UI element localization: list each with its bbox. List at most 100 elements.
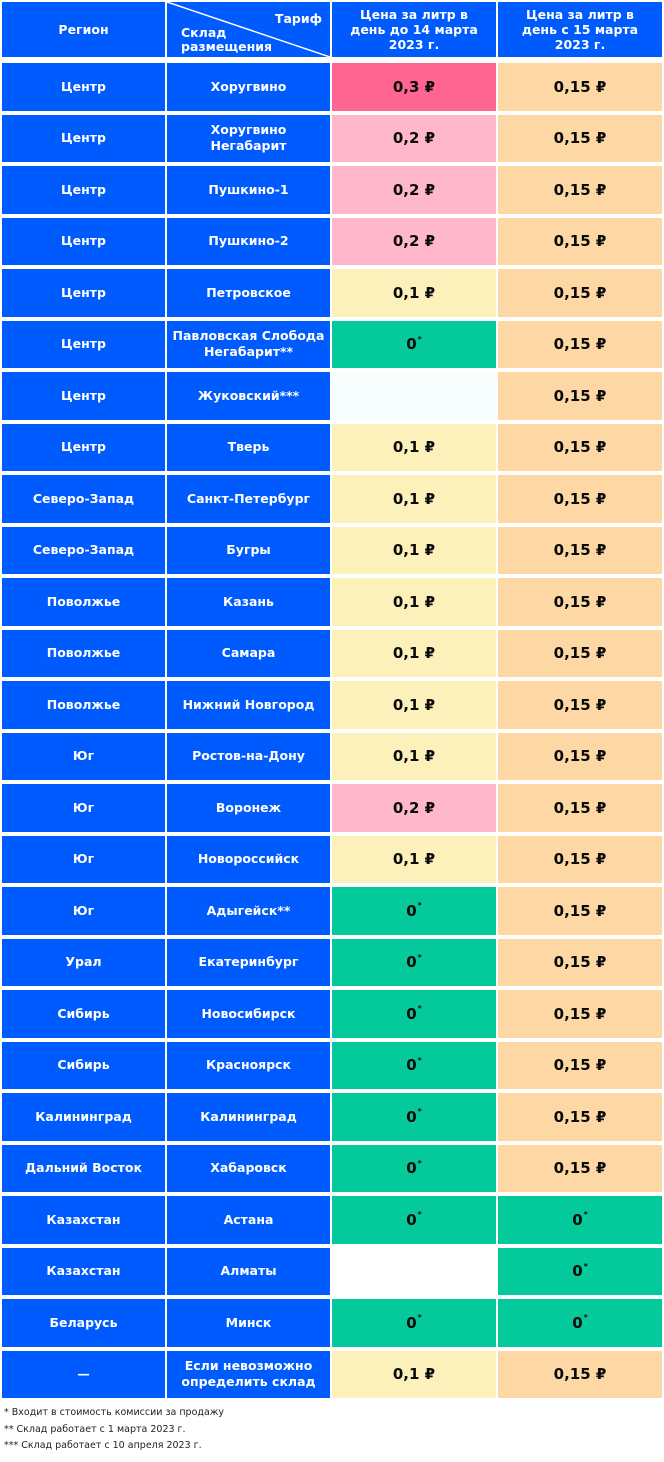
- region-cell-text: Центр: [61, 439, 106, 455]
- header-tariff-warehouse: Тариф Склад размещения: [167, 2, 330, 57]
- region-cell-text: Юг: [72, 902, 95, 918]
- price-before-cell-text: 0: [406, 1313, 417, 1332]
- price-before-cell: 0,1 ₽: [332, 423, 496, 471]
- warehouse-cell-text: Ростов-на-Дону: [192, 748, 305, 764]
- price-after-cell-text: 0,15 ₽: [553, 695, 607, 714]
- price-after-cell: 0,15 ₽: [498, 732, 662, 780]
- price-after-cell-footnote-mark: *: [583, 1313, 588, 1323]
- warehouse-cell: Новороссийск: [167, 835, 330, 883]
- price-after-cell-text: 0,15 ₽: [553, 850, 607, 869]
- price-after-cell: 0 *: [498, 1196, 662, 1244]
- price-after-cell: 0,15 ₽: [498, 835, 662, 883]
- price-after-cell: 0,15 ₽: [498, 217, 662, 265]
- price-before-cell-text: 0,1 ₽: [392, 747, 436, 766]
- region-cell: Юг: [2, 835, 165, 883]
- region-cell: Калининград: [2, 1093, 165, 1141]
- warehouse-cell: Новосибирск: [167, 990, 330, 1038]
- warehouse-cell: Казань: [167, 578, 330, 626]
- warehouse-cell: Жуковский***: [167, 372, 330, 420]
- price-after-cell-text: 0,15 ₽: [553, 283, 607, 302]
- price-before-cell: 0,2 ₽: [332, 114, 496, 162]
- price-after-cell: 0,15 ₽: [498, 629, 662, 677]
- region-cell-text: Юг: [72, 851, 95, 867]
- warehouse-cell: Нижний Новгород: [167, 681, 330, 729]
- price-before-cell-footnote-mark: *: [417, 1158, 422, 1168]
- warehouse-cell-text: Алматы: [220, 1263, 277, 1279]
- price-before-cell-text: 0,1 ₽: [392, 695, 436, 714]
- footnote-3: *** Склад работает с 10 апреля 2023 г.: [4, 1440, 202, 1451]
- price-after-cell: 0,15 ₽: [498, 1350, 662, 1398]
- warehouse-cell-text: Новороссийск: [197, 851, 300, 867]
- warehouse-cell-text: Хабаровск: [210, 1160, 287, 1176]
- warehouse-cell: Пушкино-2: [167, 217, 330, 265]
- region-cell: Центр: [2, 372, 165, 420]
- price-after-cell-text: 0,15 ₽: [553, 77, 607, 96]
- region-cell: Северо-Запад: [2, 475, 165, 523]
- warehouse-cell: Хоругвино Негабарит: [167, 114, 330, 162]
- region-cell-text: Центр: [61, 284, 106, 300]
- warehouse-cell-text: Калининград: [200, 1108, 297, 1124]
- warehouse-cell-text: Астана: [223, 1211, 274, 1227]
- price-before-cell: 0 *: [332, 320, 496, 368]
- region-cell-text: —: [77, 1366, 90, 1382]
- warehouse-cell-text: Новосибирск: [201, 1005, 296, 1021]
- price-before-cell-text: 0,1 ₽: [392, 438, 436, 457]
- region-cell-text: Дальний Восток: [25, 1160, 142, 1176]
- warehouse-cell: Если невозможно определить склад: [167, 1350, 330, 1398]
- price-before-cell-text: 0: [406, 1159, 417, 1178]
- price-after-cell: 0,15 ₽: [498, 887, 662, 935]
- region-cell-text: Казахстан: [46, 1211, 121, 1227]
- price-after-cell-text: 0,15 ₽: [553, 953, 607, 972]
- price-before-cell-text: 0,2 ₽: [392, 232, 436, 251]
- region-cell-text: Поволжье: [46, 696, 121, 712]
- price-after-cell-text: 0,15 ₽: [553, 644, 607, 663]
- region-cell: Поволжье: [2, 629, 165, 677]
- warehouse-cell-text: Жуковский***: [197, 387, 300, 403]
- price-after-cell: 0,15 ₽: [498, 1041, 662, 1089]
- warehouse-cell-text: Пушкино-1: [208, 181, 289, 197]
- warehouse-cell: Хоругвино: [167, 63, 330, 111]
- region-cell-text: Центр: [61, 130, 106, 146]
- price-after-cell: 0 *: [498, 1299, 662, 1347]
- price-before-cell: 0 *: [332, 887, 496, 935]
- price-before-cell-text: 0,1 ₽: [392, 541, 436, 560]
- price-before-cell: 0 *: [332, 1041, 496, 1089]
- price-after-cell-text: 0,15 ₽: [553, 747, 607, 766]
- price-after-cell: 0,15 ₽: [498, 114, 662, 162]
- warehouse-cell: Воронеж: [167, 784, 330, 832]
- warehouse-cell: Пушкино-1: [167, 166, 330, 214]
- region-cell-text: Сибирь: [57, 1057, 110, 1073]
- warehouse-cell-text: Петровское: [206, 284, 291, 300]
- price-before-cell: 0,1 ₽: [332, 835, 496, 883]
- region-cell-text: Казахстан: [46, 1263, 121, 1279]
- header-price-before-label: Цена за литр в день до 14 марта 2023 г.: [350, 7, 478, 52]
- price-before-cell-text: 0,3 ₽: [392, 77, 436, 96]
- price-before-cell: 0 *: [332, 1196, 496, 1244]
- warehouse-cell: Астана: [167, 1196, 330, 1244]
- header-price-after-label: Цена за литр в день с 15 марта 2023 г.: [521, 7, 639, 52]
- price-after-cell: 0,15 ₽: [498, 990, 662, 1038]
- price-before-cell-footnote-mark: *: [417, 952, 422, 962]
- price-after-cell: 0,15 ₽: [498, 63, 662, 111]
- price-before-cell-text: 0,1 ₽: [392, 489, 436, 508]
- region-cell: Сибирь: [2, 1041, 165, 1089]
- region-cell: Центр: [2, 166, 165, 214]
- price-before-cell-text: 0,1 ₽: [392, 592, 436, 611]
- warehouse-cell-text: Хоругвино: [210, 78, 287, 94]
- price-before-cell-text: 0,1 ₽: [392, 283, 436, 302]
- region-cell: Казахстан: [2, 1196, 165, 1244]
- price-before-cell-footnote-mark: *: [417, 1210, 422, 1220]
- price-after-cell: 0,15 ₽: [498, 166, 662, 214]
- footnotes: * Входит в стоимость комиссии за продажу…: [4, 1405, 660, 1455]
- warehouse-cell: Адыгейск**: [167, 887, 330, 935]
- price-before-cell-text: 0,1 ₽: [392, 644, 436, 663]
- price-before-cell-text: 0,1 ₽: [392, 850, 436, 869]
- footnote-1: * Входит в стоимость комиссии за продажу: [4, 1407, 224, 1418]
- price-after-cell-footnote-mark: *: [583, 1210, 588, 1220]
- warehouse-cell: Тверь: [167, 423, 330, 471]
- price-before-cell: 0,1 ₽: [332, 629, 496, 677]
- warehouse-cell-text: Казань: [223, 593, 274, 609]
- warehouse-cell: Ростов-на-Дону: [167, 732, 330, 780]
- region-cell-text: Поволжье: [46, 593, 121, 609]
- price-after-cell: 0,15 ₽: [498, 578, 662, 626]
